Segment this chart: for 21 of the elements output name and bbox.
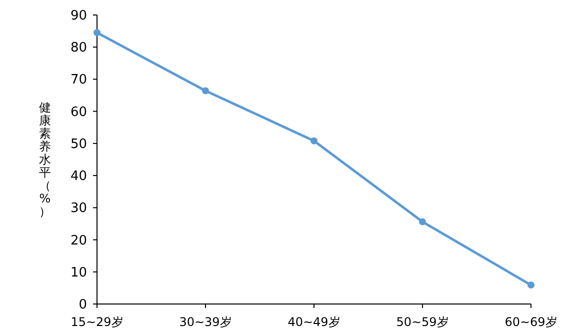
x-tick-label: 30~39岁 bbox=[179, 315, 232, 329]
x-tick-label: 60~69岁 bbox=[504, 315, 558, 329]
point bbox=[94, 29, 100, 36]
y-tick-label: 60 bbox=[70, 104, 87, 120]
point bbox=[202, 87, 209, 94]
y-tick-label: 70 bbox=[70, 72, 87, 88]
x-tick-label: 15~29岁 bbox=[70, 315, 124, 329]
point bbox=[310, 137, 318, 144]
y-tick-label: 0 bbox=[78, 298, 87, 312]
y-tick-label: 20 bbox=[70, 233, 87, 248]
y-tick-label: 80 bbox=[70, 40, 87, 56]
point bbox=[528, 282, 534, 289]
y-tick-label: 30 bbox=[70, 201, 87, 216]
text: 健康素养水平（%） bbox=[39, 100, 51, 218]
y-tick-label: 90 bbox=[70, 8, 87, 24]
y-tick-label: 50 bbox=[70, 136, 87, 152]
y-tick-label: 10 bbox=[70, 265, 87, 280]
point bbox=[419, 218, 426, 226]
x-tick-label: 50~59岁 bbox=[396, 315, 449, 329]
x-tick-label: 40~49岁 bbox=[288, 315, 340, 329]
y-tick-label: 40 bbox=[70, 169, 87, 184]
